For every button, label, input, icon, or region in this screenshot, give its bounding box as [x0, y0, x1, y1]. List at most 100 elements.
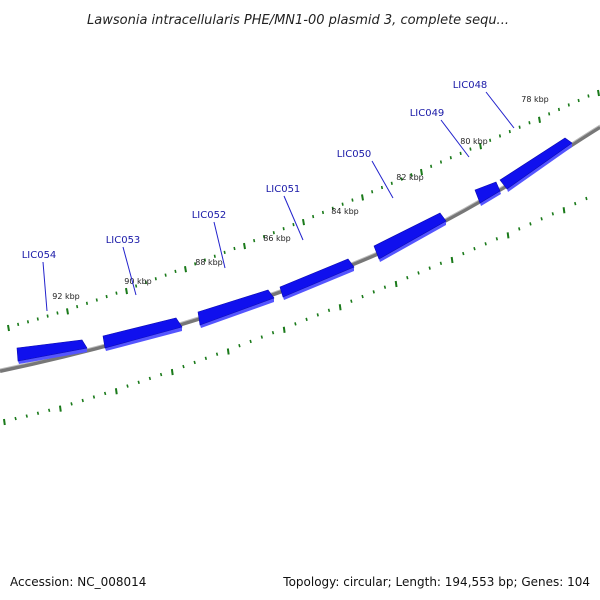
tick-label: 92 kbp [52, 292, 80, 301]
outer-major-tick [302, 218, 305, 226]
tick-label: 88 kbp [195, 258, 223, 267]
inner-minor-tick [294, 322, 297, 326]
inner-major-tick [450, 256, 454, 264]
tick-label: 86 kbp [263, 234, 291, 243]
outer-minor-tick [46, 314, 49, 318]
inner-major-tick [58, 405, 62, 412]
gene-leader-line [213, 221, 226, 269]
inner-minor-tick [260, 335, 263, 339]
outer-minor-tick [567, 103, 570, 107]
gene-label: LIC048 [453, 80, 488, 91]
gene-label: LIC050 [337, 149, 372, 160]
inner-minor-tick [462, 251, 465, 256]
inner-major-tick [394, 280, 398, 288]
outer-major-tick [125, 287, 128, 295]
inner-minor-tick [148, 376, 152, 381]
outer-minor-tick [469, 147, 472, 151]
inner-minor-tick [193, 360, 196, 365]
gene-arrow [499, 137, 573, 190]
inner-minor-tick [36, 411, 40, 415]
outer-major-tick [597, 89, 600, 97]
outer-minor-tick [85, 301, 89, 305]
inner-minor-tick [540, 217, 543, 221]
outer-major-tick [66, 308, 69, 315]
inner-minor-tick [574, 201, 577, 206]
outer-minor-tick [253, 238, 256, 243]
tick-label: 90 kbp [124, 277, 152, 286]
inner-minor-tick [126, 384, 129, 388]
inner-major-tick [170, 368, 174, 376]
outer-minor-tick [331, 206, 334, 210]
outer-minor-tick [557, 107, 561, 112]
outer-minor-tick [400, 177, 403, 181]
inner-minor-tick [350, 299, 353, 303]
gene-arrow [373, 212, 447, 260]
tick-label: 82 kbp [396, 173, 424, 182]
gene-leader-line [485, 91, 515, 129]
outer-minor-tick [341, 202, 344, 206]
outer-minor-tick [312, 214, 315, 219]
gene-leader-line [122, 246, 137, 296]
inner-minor-tick [70, 402, 73, 406]
accession-text: Accession: NC_008014 [10, 575, 146, 589]
tick-label: 78 kbp [521, 95, 549, 104]
gene-leader-line [42, 261, 48, 312]
inner-minor-tick [518, 227, 521, 231]
inner-minor-tick [495, 237, 499, 241]
outer-minor-tick [430, 164, 433, 168]
tick-label: 84 kbp [331, 207, 359, 216]
gene-leader-line [371, 160, 394, 199]
outer-minor-tick [17, 322, 20, 327]
outer-minor-tick [36, 317, 39, 321]
outer-major-tick [538, 116, 541, 123]
outer-minor-tick [292, 222, 295, 227]
outer-minor-tick [144, 280, 148, 285]
outer-minor-tick [154, 277, 157, 281]
inner-minor-tick [585, 196, 588, 201]
outer-major-tick [479, 143, 482, 150]
outer-minor-tick [203, 258, 207, 262]
gene-leader-line [283, 195, 304, 241]
inner-minor-tick [316, 313, 319, 317]
inner-major-tick [114, 388, 118, 395]
inner-minor-tick [305, 317, 308, 322]
outer-minor-tick [321, 210, 325, 215]
outer-minor-tick [449, 156, 452, 160]
gene-labels: LIC048 LIC049 LIC050 LIC051 LIC052 LIC053 LIC0… [22, 80, 515, 312]
inner-tick-ring [3, 196, 588, 426]
inner-major-tick [226, 348, 230, 355]
outer-minor-tick [76, 304, 79, 309]
gene-leader-line [440, 119, 470, 158]
inner-minor-tick [439, 261, 443, 266]
inner-minor-tick [406, 275, 409, 280]
gene-arrow-shade [105, 327, 182, 351]
outer-minor-tick [164, 273, 167, 277]
outer-minor-tick [498, 134, 502, 138]
outer-minor-tick [95, 298, 98, 302]
outer-minor-tick [135, 284, 138, 288]
outer-minor-tick [380, 185, 384, 190]
gene-label: LIC049 [410, 108, 445, 119]
inner-minor-tick [204, 356, 208, 361]
gene-arrow-shade [379, 221, 446, 262]
inner-minor-tick [14, 416, 17, 421]
outer-major-tick [7, 324, 10, 332]
gene-label: LIC053 [106, 235, 141, 246]
outer-minor-tick [489, 138, 492, 142]
outer-major-tick [361, 194, 364, 201]
gene-arrow-shade [283, 267, 354, 300]
backbone-circle [0, 125, 600, 373]
inner-minor-tick [81, 398, 84, 403]
outer-minor-tick [528, 121, 531, 125]
inner-minor-tick [182, 364, 185, 369]
inner-minor-tick [417, 271, 420, 275]
inner-minor-tick [249, 339, 252, 344]
inner-minor-tick [484, 242, 487, 246]
outer-minor-tick [105, 294, 108, 299]
outer-major-tick [243, 242, 246, 250]
inner-minor-tick [372, 290, 375, 294]
inner-minor-tick [215, 352, 219, 356]
outer-minor-tick [26, 320, 30, 324]
inner-minor-tick [428, 266, 431, 270]
gene-arrow-shade [507, 143, 572, 192]
